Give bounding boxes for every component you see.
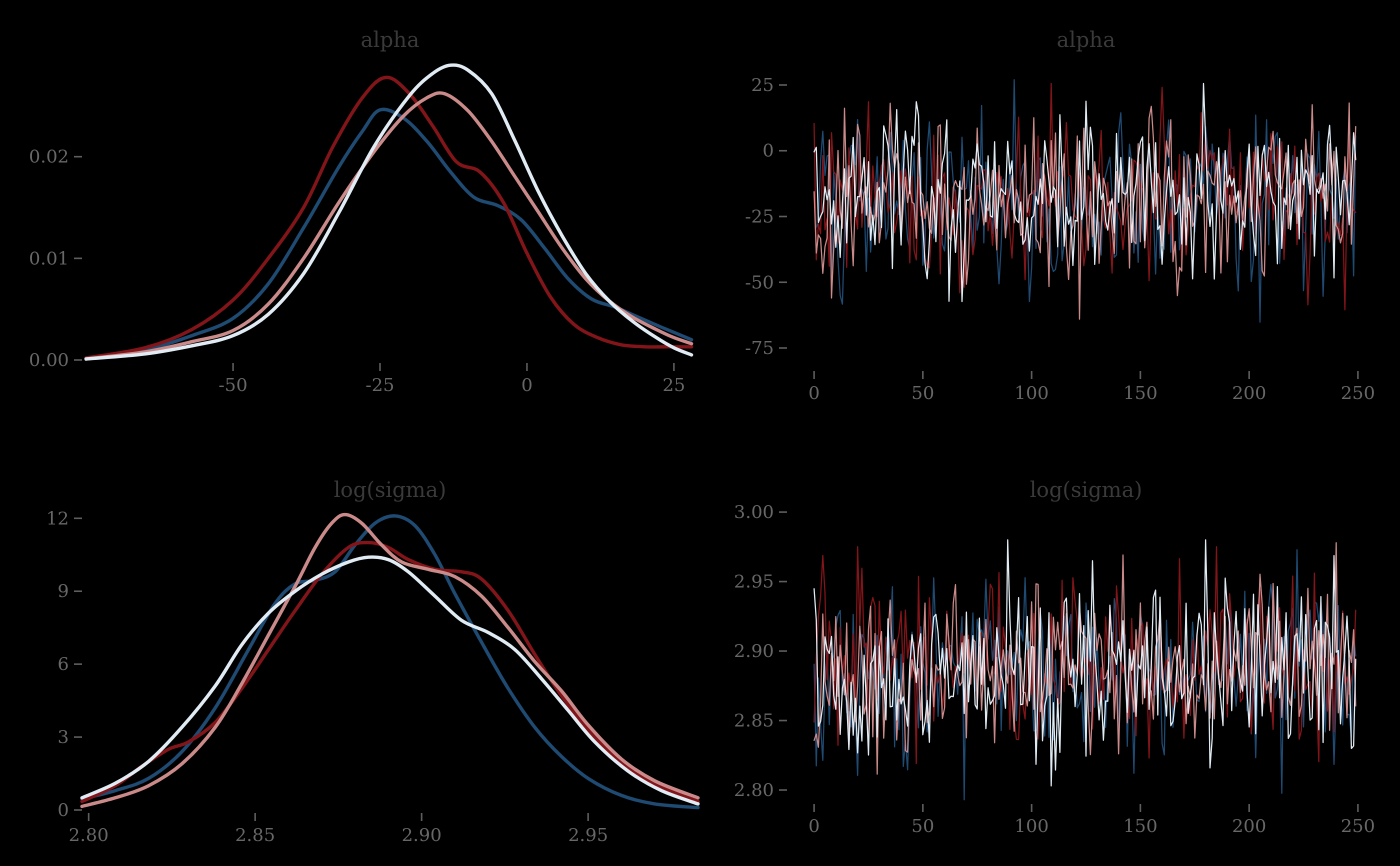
log-sigma-posterior-kde-plot: log(sigma) 2.80 2.85 2.90 2.95 0 3 6 9 12 — [46, 478, 700, 846]
kde-curve-chain-1 — [80, 540, 700, 804]
y-tick-label: 2.85 — [734, 711, 774, 732]
trace-line-chain-3 — [813, 539, 1357, 787]
y-tick-label: 0.00 — [29, 350, 69, 371]
x-tick-label: 200 — [1232, 383, 1266, 404]
panel-log-sigma-trace: log(sigma) 0 50 100 150 200 250 3.00 2.95 2.90 2.… — [700, 433, 1400, 866]
x-tick-label: 250 — [1341, 816, 1375, 837]
y-tick-label: 2.80 — [734, 780, 774, 801]
x-tick-label: 2.90 — [402, 825, 442, 846]
trace-line-chain-3 — [813, 82, 1357, 303]
y-tick-label: 3 — [58, 727, 69, 748]
kde-curve-chain-3 — [84, 63, 694, 361]
x-tick-label: 0 — [521, 375, 532, 396]
plot-title-log-sigma-trace: log(sigma) — [1030, 478, 1143, 502]
x-tick-label: 50 — [911, 383, 934, 404]
panel-log-sigma-posterior: log(sigma) 2.80 2.85 2.90 2.95 0 3 6 9 12 — [0, 433, 700, 866]
kde-curve-chain-1 — [84, 75, 694, 360]
y-tick-label: -75 — [745, 338, 774, 359]
y-tick-label: 25 — [751, 75, 774, 96]
y-tick-label: 12 — [46, 508, 69, 529]
x-tick-label: 2.95 — [568, 825, 608, 846]
x-tick-label: 200 — [1232, 816, 1266, 837]
y-tick-label: 2.90 — [734, 641, 774, 662]
x-tick-label: -25 — [366, 375, 395, 396]
y-tick-label: 0 — [58, 800, 69, 821]
x-tick-label: 2.85 — [235, 825, 275, 846]
plot-title-log-sigma-kde: log(sigma) — [334, 478, 447, 502]
x-tick-label: 25 — [662, 375, 685, 396]
plot-title-alpha-trace: alpha — [1057, 28, 1116, 52]
y-tick-label: 3.00 — [734, 502, 774, 523]
x-tick-label: 100 — [1014, 816, 1048, 837]
x-tick-label: 50 — [911, 816, 934, 837]
x-tick-label: 0 — [808, 383, 819, 404]
y-tick-label: -25 — [745, 206, 774, 227]
kde-curve-chain-0 — [80, 514, 700, 810]
y-tick-label: 0 — [763, 141, 774, 162]
x-tick-label: 2.80 — [69, 825, 109, 846]
y-tick-label: 9 — [58, 581, 69, 602]
y-tick-label: 0.01 — [29, 248, 69, 269]
x-tick-label: 150 — [1123, 383, 1157, 404]
panel-alpha-trace: alpha 0 50 100 150 200 250 25 0 -25 -50 -75 — [700, 0, 1400, 433]
alpha-posterior-kde-plot: alpha -50 -25 0 25 0.00 0.01 0.02 — [29, 28, 694, 396]
x-tick-label: 100 — [1014, 383, 1048, 404]
y-tick-label: -50 — [745, 272, 774, 293]
kde-curve-chain-2 — [80, 512, 700, 809]
kde-curve-chain-3 — [80, 555, 700, 806]
kde-curve-chain-0 — [84, 107, 694, 360]
y-tick-label: 2.95 — [734, 572, 774, 593]
kde-curve-chain-2 — [84, 91, 694, 361]
x-tick-label: 250 — [1341, 383, 1375, 404]
plot-title-alpha-kde: alpha — [361, 28, 420, 52]
y-tick-label: 0.02 — [29, 147, 69, 168]
x-tick-label: 150 — [1123, 816, 1157, 837]
log-sigma-trace-plot: log(sigma) 0 50 100 150 200 250 3.00 2.95 2.90 2.… — [734, 478, 1375, 837]
x-tick-label: -50 — [219, 375, 248, 396]
panel-alpha-posterior: alpha -50 -25 0 25 0.00 0.01 0.02 — [0, 0, 700, 433]
y-tick-label: 6 — [58, 654, 69, 675]
x-tick-label: 0 — [808, 816, 819, 837]
